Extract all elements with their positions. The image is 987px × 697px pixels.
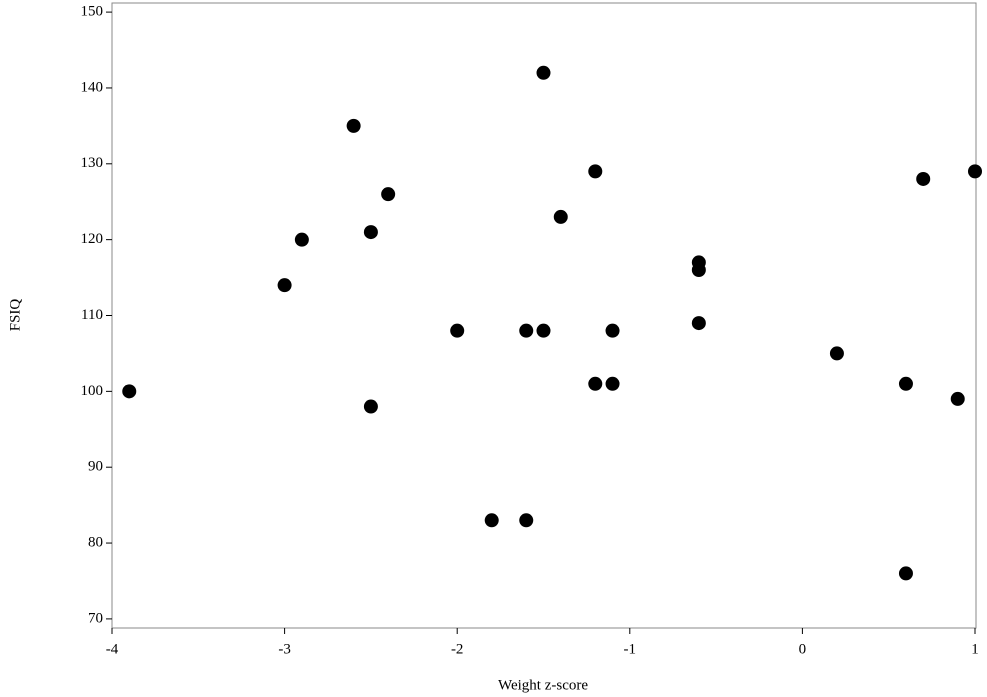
point bbox=[450, 323, 465, 338]
point bbox=[950, 391, 965, 406]
point bbox=[519, 323, 534, 338]
y-tick-label: 120 bbox=[81, 231, 104, 247]
point bbox=[122, 384, 137, 399]
point bbox=[536, 65, 551, 80]
y-tick-label: 100 bbox=[81, 383, 104, 399]
point bbox=[691, 262, 706, 277]
y-tick-label: 130 bbox=[81, 155, 104, 171]
y-tick-label: 70 bbox=[88, 610, 103, 626]
y-axis-label: FSIQ bbox=[7, 299, 23, 332]
point bbox=[829, 346, 844, 361]
point bbox=[363, 399, 378, 414]
x-tick-label: 1 bbox=[971, 641, 979, 657]
point bbox=[277, 278, 292, 293]
point bbox=[898, 566, 913, 581]
point bbox=[381, 187, 396, 202]
y-tick-label: 90 bbox=[88, 459, 103, 475]
point bbox=[294, 232, 309, 247]
point bbox=[968, 164, 982, 179]
point bbox=[536, 323, 551, 338]
point bbox=[898, 376, 913, 391]
point bbox=[553, 209, 568, 224]
x-tick-label: 0 bbox=[799, 641, 807, 657]
x-tick-label: -4 bbox=[106, 641, 119, 657]
point bbox=[916, 171, 931, 186]
y-tick-label: 80 bbox=[88, 534, 103, 550]
point bbox=[605, 376, 620, 391]
x-tick-label: -2 bbox=[451, 641, 464, 657]
y-tick-label: 150 bbox=[81, 4, 104, 20]
plot-frame bbox=[111, 2, 977, 629]
point bbox=[605, 323, 620, 338]
point bbox=[588, 164, 603, 179]
y-tick-label: 140 bbox=[81, 79, 104, 95]
point bbox=[346, 118, 361, 133]
y-tick-label: 110 bbox=[81, 307, 103, 323]
x-tick-label: -1 bbox=[624, 641, 637, 657]
point bbox=[484, 513, 499, 528]
point bbox=[588, 376, 603, 391]
point bbox=[363, 225, 378, 240]
point bbox=[519, 513, 534, 528]
x-tick-label: -3 bbox=[278, 641, 291, 657]
point bbox=[691, 316, 706, 331]
x-axis-label: Weight z-score bbox=[498, 677, 588, 693]
